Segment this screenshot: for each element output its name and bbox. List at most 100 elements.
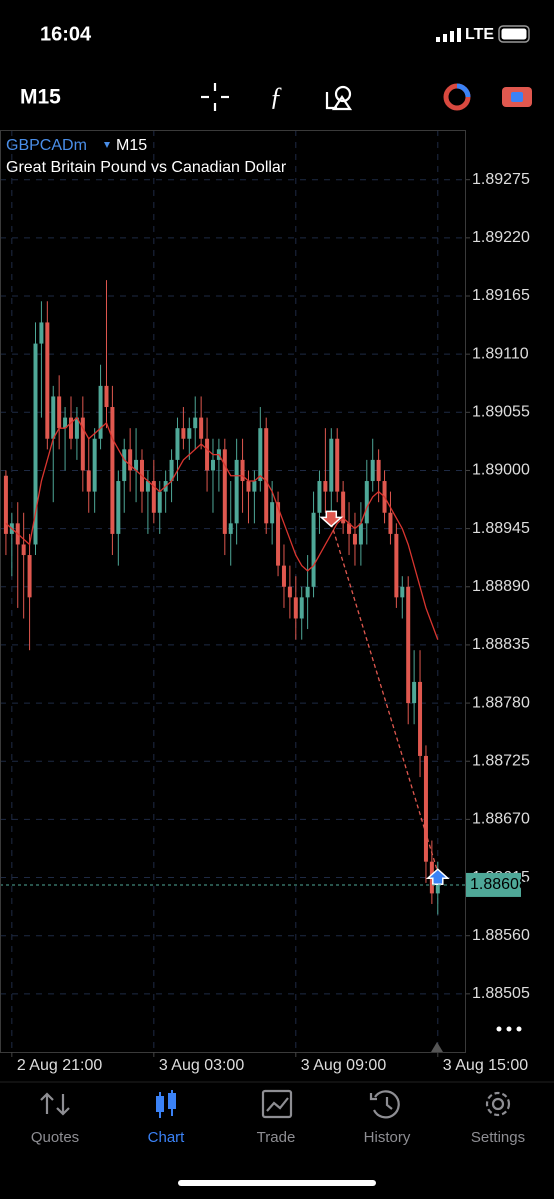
candle-body bbox=[187, 428, 192, 439]
y-tick-label: 1.88890 bbox=[472, 578, 530, 595]
candle-body bbox=[51, 396, 56, 439]
tab-label[interactable]: History bbox=[364, 1129, 411, 1146]
last-price-label: 1.88608 bbox=[470, 876, 528, 893]
candle-body bbox=[210, 459, 215, 471]
candle-body bbox=[3, 475, 8, 534]
trade-line bbox=[330, 523, 439, 873]
candle-body bbox=[169, 459, 174, 482]
candle-body bbox=[388, 512, 393, 534]
more-button[interactable] bbox=[496, 1026, 522, 1032]
candle-body bbox=[341, 491, 346, 524]
candle-body bbox=[234, 459, 239, 524]
candle-body bbox=[293, 597, 298, 619]
tab-label[interactable]: Trade bbox=[257, 1129, 296, 1146]
sell-arrow bbox=[319, 510, 344, 528]
tab-label[interactable]: Quotes bbox=[31, 1129, 79, 1146]
candle-body bbox=[406, 586, 411, 704]
crosshair-button[interactable] bbox=[201, 83, 229, 111]
quotes-icon[interactable] bbox=[40, 1092, 70, 1116]
candle-body bbox=[287, 586, 292, 598]
candle-body bbox=[110, 407, 115, 534]
status-time: 16:04 bbox=[40, 23, 92, 45]
history-icon[interactable] bbox=[369, 1090, 400, 1119]
account-icon[interactable] bbox=[443, 83, 471, 111]
objects-button[interactable] bbox=[325, 85, 353, 111]
battery-level bbox=[501, 28, 527, 40]
buy-arrow bbox=[425, 868, 450, 886]
signal-icon bbox=[436, 28, 461, 42]
candle-body bbox=[57, 396, 62, 429]
candle-body bbox=[352, 533, 357, 545]
chart bbox=[0, 130, 470, 1052]
x-tick-label: 3 Aug 03:00 bbox=[159, 1057, 245, 1074]
scroll-marker bbox=[431, 1042, 443, 1052]
y-tick-label: 1.89165 bbox=[472, 287, 530, 304]
candle-body bbox=[358, 523, 363, 545]
candle-body bbox=[80, 417, 85, 471]
candle-body bbox=[305, 586, 310, 598]
home-indicator bbox=[178, 1180, 376, 1186]
candle-body bbox=[258, 428, 263, 482]
tab-bar: Quotes Chart Trade History Settings bbox=[31, 1129, 525, 1146]
candle-body bbox=[435, 884, 440, 894]
y-tick-label: 1.88835 bbox=[472, 636, 530, 653]
candle-body bbox=[270, 502, 275, 524]
tab-label[interactable]: Settings bbox=[471, 1129, 525, 1146]
y-tick-label: 1.89055 bbox=[472, 404, 530, 421]
candle-body bbox=[364, 481, 369, 524]
settings-icon[interactable] bbox=[485, 1091, 511, 1117]
candle-body bbox=[240, 459, 245, 482]
y-tick-label: 1.88560 bbox=[472, 927, 530, 944]
candle-body bbox=[376, 459, 381, 482]
candle-body bbox=[122, 449, 127, 482]
timeframe-button[interactable]: M15 bbox=[20, 86, 61, 109]
candle-body bbox=[39, 322, 44, 344]
candle-body bbox=[394, 533, 399, 598]
candle-body bbox=[68, 417, 73, 439]
candle-body bbox=[104, 385, 109, 408]
y-tick-label: 1.88725 bbox=[472, 752, 530, 769]
candle-body bbox=[86, 470, 91, 492]
candle-body bbox=[98, 385, 103, 439]
candle-body bbox=[252, 481, 257, 492]
candle-body bbox=[370, 459, 375, 482]
candle-body bbox=[400, 586, 405, 598]
trade-icon[interactable] bbox=[502, 87, 532, 107]
trade-tab-icon[interactable] bbox=[261, 1089, 293, 1119]
chart-icon[interactable] bbox=[156, 1090, 176, 1118]
network-label: LTE bbox=[465, 26, 494, 43]
candle-body bbox=[347, 523, 352, 534]
x-tick-label: 2 Aug 21:00 bbox=[17, 1057, 103, 1074]
battery-icon bbox=[498, 25, 530, 43]
candle-body bbox=[157, 491, 162, 513]
last-price-box bbox=[466, 872, 521, 897]
y-tick-label: 1.88670 bbox=[472, 811, 530, 828]
y-tick-label: 1.88945 bbox=[472, 520, 530, 537]
y-tick-label: 1.89220 bbox=[472, 229, 530, 246]
symbol-label[interactable]: GBPCADm bbox=[6, 137, 87, 154]
candle-body bbox=[21, 544, 26, 556]
candle-body bbox=[276, 502, 281, 566]
y-tick-label: 1.89275 bbox=[472, 171, 530, 188]
candle-body bbox=[323, 481, 328, 492]
candle-body bbox=[317, 481, 322, 513]
y-tick-label: 1.89000 bbox=[472, 462, 530, 479]
candle-body bbox=[151, 481, 156, 513]
candle-body bbox=[27, 555, 32, 598]
symbol-description: Great Britain Pound vs Canadian Dollar bbox=[6, 159, 287, 176]
candle-body bbox=[134, 459, 139, 471]
indicators-button[interactable]: ƒ bbox=[270, 82, 283, 111]
tab-label[interactable]: Chart bbox=[148, 1129, 186, 1146]
x-tick-label: 3 Aug 15:00 bbox=[443, 1057, 529, 1074]
y-tick-label: 1.89110 bbox=[472, 345, 529, 362]
candle-body bbox=[145, 481, 150, 492]
candle-body bbox=[299, 597, 304, 619]
candle-body bbox=[418, 681, 423, 756]
symbol-dropdown[interactable] bbox=[104, 142, 110, 148]
candle-body bbox=[205, 438, 210, 471]
candle-body bbox=[264, 428, 269, 524]
y-tick-label: 1.88505 bbox=[472, 985, 530, 1002]
